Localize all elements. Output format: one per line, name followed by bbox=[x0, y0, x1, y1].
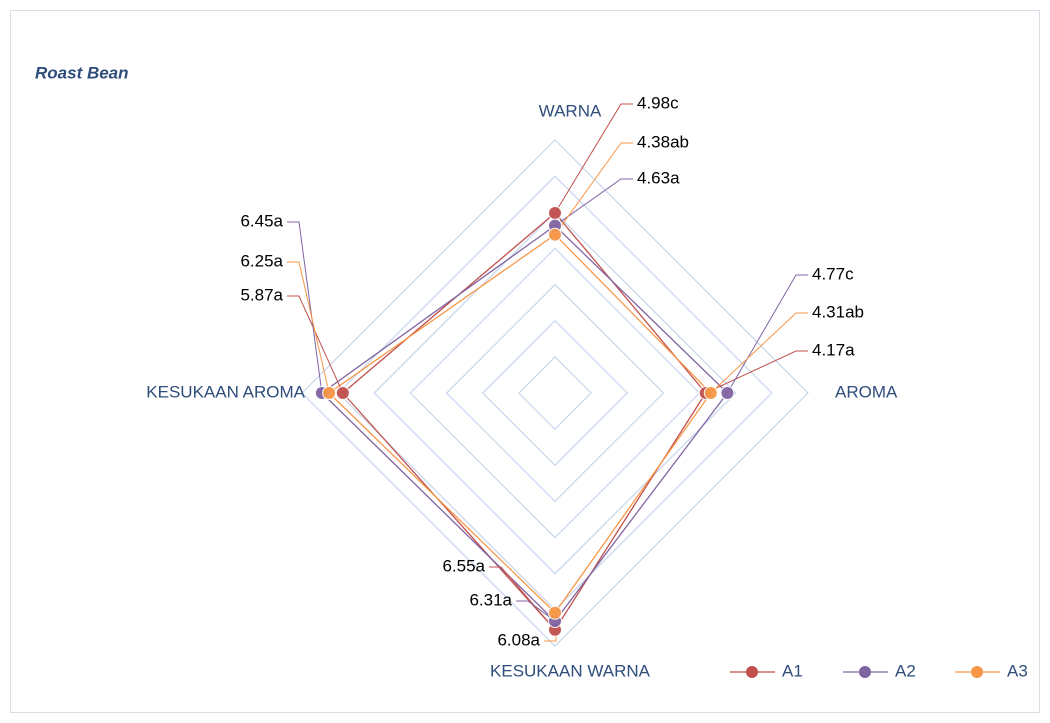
legend-marker bbox=[746, 666, 758, 678]
data-label: 4.38ab bbox=[637, 132, 689, 151]
data-label: 6.25a bbox=[240, 251, 283, 270]
axis-label: KESUKAAN AROMA bbox=[146, 382, 305, 401]
leader-line bbox=[489, 566, 556, 631]
data-label: 6.31a bbox=[469, 590, 512, 609]
data-label: 6.45a bbox=[240, 211, 283, 230]
legend-marker bbox=[859, 666, 871, 678]
marker bbox=[322, 386, 337, 400]
grid-ring bbox=[373, 211, 737, 575]
chart-title: Roast Bean bbox=[35, 63, 129, 82]
legend-label: A1 bbox=[782, 661, 803, 680]
chart-frame bbox=[10, 10, 1040, 713]
axis-label: KESUKAAN WARNA bbox=[490, 661, 651, 680]
leader-line bbox=[287, 221, 323, 394]
leader-line bbox=[287, 295, 344, 394]
grid-ring bbox=[301, 139, 809, 647]
marker bbox=[548, 227, 562, 242]
data-label: 5.87a bbox=[240, 285, 283, 304]
marker bbox=[720, 386, 735, 400]
leader-line bbox=[554, 178, 633, 227]
marker bbox=[548, 206, 562, 221]
data-label: 4.31ab bbox=[812, 302, 864, 321]
grid-ring bbox=[409, 247, 701, 539]
marker bbox=[335, 386, 350, 400]
grid-ring bbox=[518, 356, 592, 430]
leader-line bbox=[516, 600, 556, 622]
data-label: 6.55a bbox=[442, 556, 485, 575]
axis-label: AROMA bbox=[835, 382, 898, 401]
marker bbox=[703, 386, 718, 400]
grid-ring bbox=[445, 283, 665, 503]
axis-label: WARNA bbox=[539, 101, 602, 120]
legend-marker bbox=[971, 666, 983, 678]
leader-line bbox=[554, 142, 633, 235]
data-label: 4.98c bbox=[637, 93, 679, 112]
grid-ring bbox=[481, 319, 629, 467]
marker bbox=[548, 605, 562, 620]
data-label: 4.77c bbox=[812, 264, 854, 283]
leader-line bbox=[726, 274, 808, 394]
leader-line bbox=[287, 261, 330, 394]
data-label: 4.63a bbox=[637, 168, 680, 187]
leader-line bbox=[710, 312, 808, 394]
data-label: 6.08a bbox=[497, 630, 540, 649]
data-label: 4.17a bbox=[812, 340, 855, 359]
leader-line bbox=[554, 103, 633, 214]
legend-label: A3 bbox=[1007, 661, 1028, 680]
legend-label: A2 bbox=[895, 661, 916, 680]
